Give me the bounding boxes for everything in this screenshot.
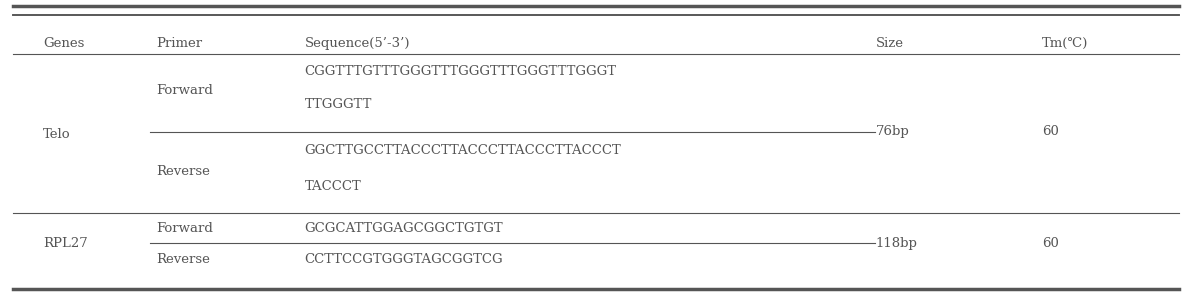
Text: Primer: Primer (156, 37, 203, 50)
Text: Reverse: Reverse (156, 165, 210, 178)
Text: TACCCT: TACCCT (305, 180, 361, 193)
Text: RPL27: RPL27 (43, 237, 88, 250)
Text: 76bp: 76bp (875, 126, 909, 138)
Text: GGCTTGCCTTACCCTTACCCTTACCCTTACCCT: GGCTTGCCTTACCCTTACCCTTACCCTTACCCT (305, 144, 621, 157)
Text: Sequence(5’-3’): Sequence(5’-3’) (305, 37, 410, 50)
Text: Forward: Forward (156, 222, 213, 235)
Text: Forward: Forward (156, 84, 213, 97)
Text: TTGGGTT: TTGGGTT (305, 97, 372, 110)
Text: Genes: Genes (43, 37, 85, 50)
Text: CCTTCCGTGGGTAGCGGTCG: CCTTCCGTGGGTAGCGGTCG (305, 253, 503, 266)
Text: Tm(℃): Tm(℃) (1042, 37, 1088, 50)
Text: 60: 60 (1042, 126, 1058, 138)
Text: 118bp: 118bp (875, 237, 918, 250)
Text: Reverse: Reverse (156, 253, 210, 266)
Text: Telo: Telo (43, 128, 70, 141)
Text: Size: Size (875, 37, 904, 50)
Text: GCGCATTGGAGCGGCTGTGT: GCGCATTGGAGCGGCTGTGT (305, 222, 503, 235)
Text: 60: 60 (1042, 237, 1058, 250)
Text: CGGTTTGTTTGGGTTTGGGTTTGGGTTTGGGT: CGGTTTGTTTGGGTTTGGGTTTGGGTTTGGGT (305, 65, 616, 78)
